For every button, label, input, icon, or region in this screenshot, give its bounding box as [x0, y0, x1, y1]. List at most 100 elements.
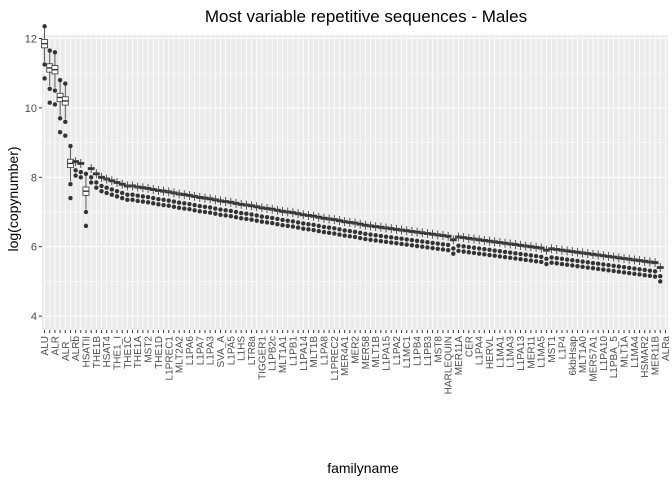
- x-tick-label: THE1B: [92, 336, 103, 369]
- outlier-point: [94, 180, 99, 185]
- outlier-point: [254, 213, 259, 218]
- x-tick-label: L1PA4: [475, 336, 486, 366]
- outlier-point: [347, 234, 353, 239]
- x-tick-label: L1P4: [557, 336, 568, 360]
- x-tick-label: MLT1A: [620, 336, 631, 368]
- outlier-point: [244, 216, 249, 222]
- outlier-point: [378, 238, 384, 244]
- outlier-point: [321, 224, 327, 230]
- outlier-point: [63, 133, 68, 138]
- x-tick-label: L1PBA_5: [609, 336, 620, 379]
- outlier-point: [47, 86, 52, 91]
- outlier-point: [585, 265, 591, 270]
- outlier-point: [259, 214, 265, 219]
- outlier-point: [632, 266, 637, 271]
- outlier-point: [466, 250, 472, 255]
- outlier-point: [192, 208, 197, 213]
- outlier-point: [373, 238, 378, 243]
- x-tick-label: TIGGER1: [257, 336, 268, 380]
- x-tick-label: MER4A1: [340, 336, 351, 376]
- box-68: [392, 224, 400, 246]
- box-13: [108, 176, 116, 197]
- outlier-point: [549, 255, 554, 260]
- x-tick-label: L1PA14: [299, 336, 310, 371]
- outlier-point: [306, 227, 311, 232]
- outlier-point: [316, 223, 321, 229]
- outlier-point: [637, 267, 642, 272]
- outlier-point: [171, 204, 177, 209]
- box-95: [532, 242, 540, 264]
- outlier-point: [476, 251, 482, 256]
- box-15: [118, 179, 126, 201]
- outlier-point: [373, 233, 378, 238]
- outlier-point: [275, 221, 280, 227]
- outlier-point: [647, 273, 653, 279]
- outlier-point: [559, 256, 565, 262]
- outlier-point: [508, 255, 513, 261]
- box-75: [429, 229, 437, 251]
- outlier-point: [249, 217, 254, 222]
- box-7: [77, 158, 85, 180]
- outlier-point: [399, 241, 404, 247]
- outlier-point: [213, 211, 218, 216]
- outlier-point: [130, 197, 135, 203]
- outlier-point: [104, 190, 109, 196]
- outlier-point: [207, 205, 213, 210]
- outlier-point: [73, 173, 78, 178]
- outlier-point: [611, 268, 616, 274]
- outlier-point: [420, 244, 425, 249]
- box-46: [279, 206, 286, 228]
- outlier-point: [125, 192, 130, 197]
- outlier-point: [440, 242, 446, 247]
- x-tick-label: MLT1A0: [578, 336, 589, 373]
- x-tick-label: L1PA10: [599, 336, 610, 371]
- outlier-point: [492, 248, 497, 253]
- outlier-point: [197, 203, 202, 209]
- outlier-point: [130, 192, 135, 197]
- box-61: [356, 219, 364, 241]
- outlier-point: [445, 242, 451, 248]
- outlier-point: [414, 238, 420, 244]
- box-78: [444, 231, 452, 253]
- box-1: [46, 48, 54, 105]
- box-57: [336, 216, 343, 237]
- x-tick-label: L1MA4: [630, 336, 641, 368]
- outlier-point: [513, 256, 518, 261]
- outlier-point: [326, 225, 332, 230]
- outlier-point: [482, 252, 487, 257]
- outlier-point: [404, 237, 409, 242]
- outlier-point: [161, 202, 166, 208]
- outlier-point: [290, 219, 296, 224]
- outlier-point: [301, 221, 306, 226]
- x-tick-label: LTR8a: [247, 336, 258, 366]
- outlier-point: [264, 215, 270, 220]
- outlier-point: [47, 100, 52, 105]
- outlier-point: [182, 201, 187, 206]
- outlier-point: [140, 199, 146, 204]
- outlier-point: [647, 268, 653, 273]
- outlier-point: [119, 190, 125, 196]
- x-tick-label: CER: [464, 336, 475, 357]
- outlier-point: [316, 228, 321, 234]
- box-73: [418, 228, 426, 249]
- x-tick-label: THE1D: [154, 336, 165, 369]
- outlier-point: [564, 262, 570, 267]
- box-30: [196, 192, 204, 214]
- x-tick-label: L1PA13: [516, 336, 527, 371]
- outlier-point: [476, 246, 482, 251]
- outlier-point: [42, 62, 47, 67]
- outlier-point: [228, 208, 234, 214]
- outlier-point: [363, 236, 368, 242]
- outlier-point: [394, 235, 399, 241]
- x-tick-label: HERVL: [485, 336, 496, 370]
- box-29: [191, 191, 199, 213]
- y-tick-label: 12: [25, 33, 37, 45]
- outlier-point: [285, 218, 290, 223]
- outlier-point: [99, 183, 104, 189]
- box-31: [201, 193, 209, 215]
- y-tick-label: 10: [25, 103, 37, 115]
- outlier-point: [652, 274, 658, 279]
- box-28: [186, 190, 193, 212]
- outlier-point: [68, 143, 73, 149]
- outlier-point: [389, 240, 394, 245]
